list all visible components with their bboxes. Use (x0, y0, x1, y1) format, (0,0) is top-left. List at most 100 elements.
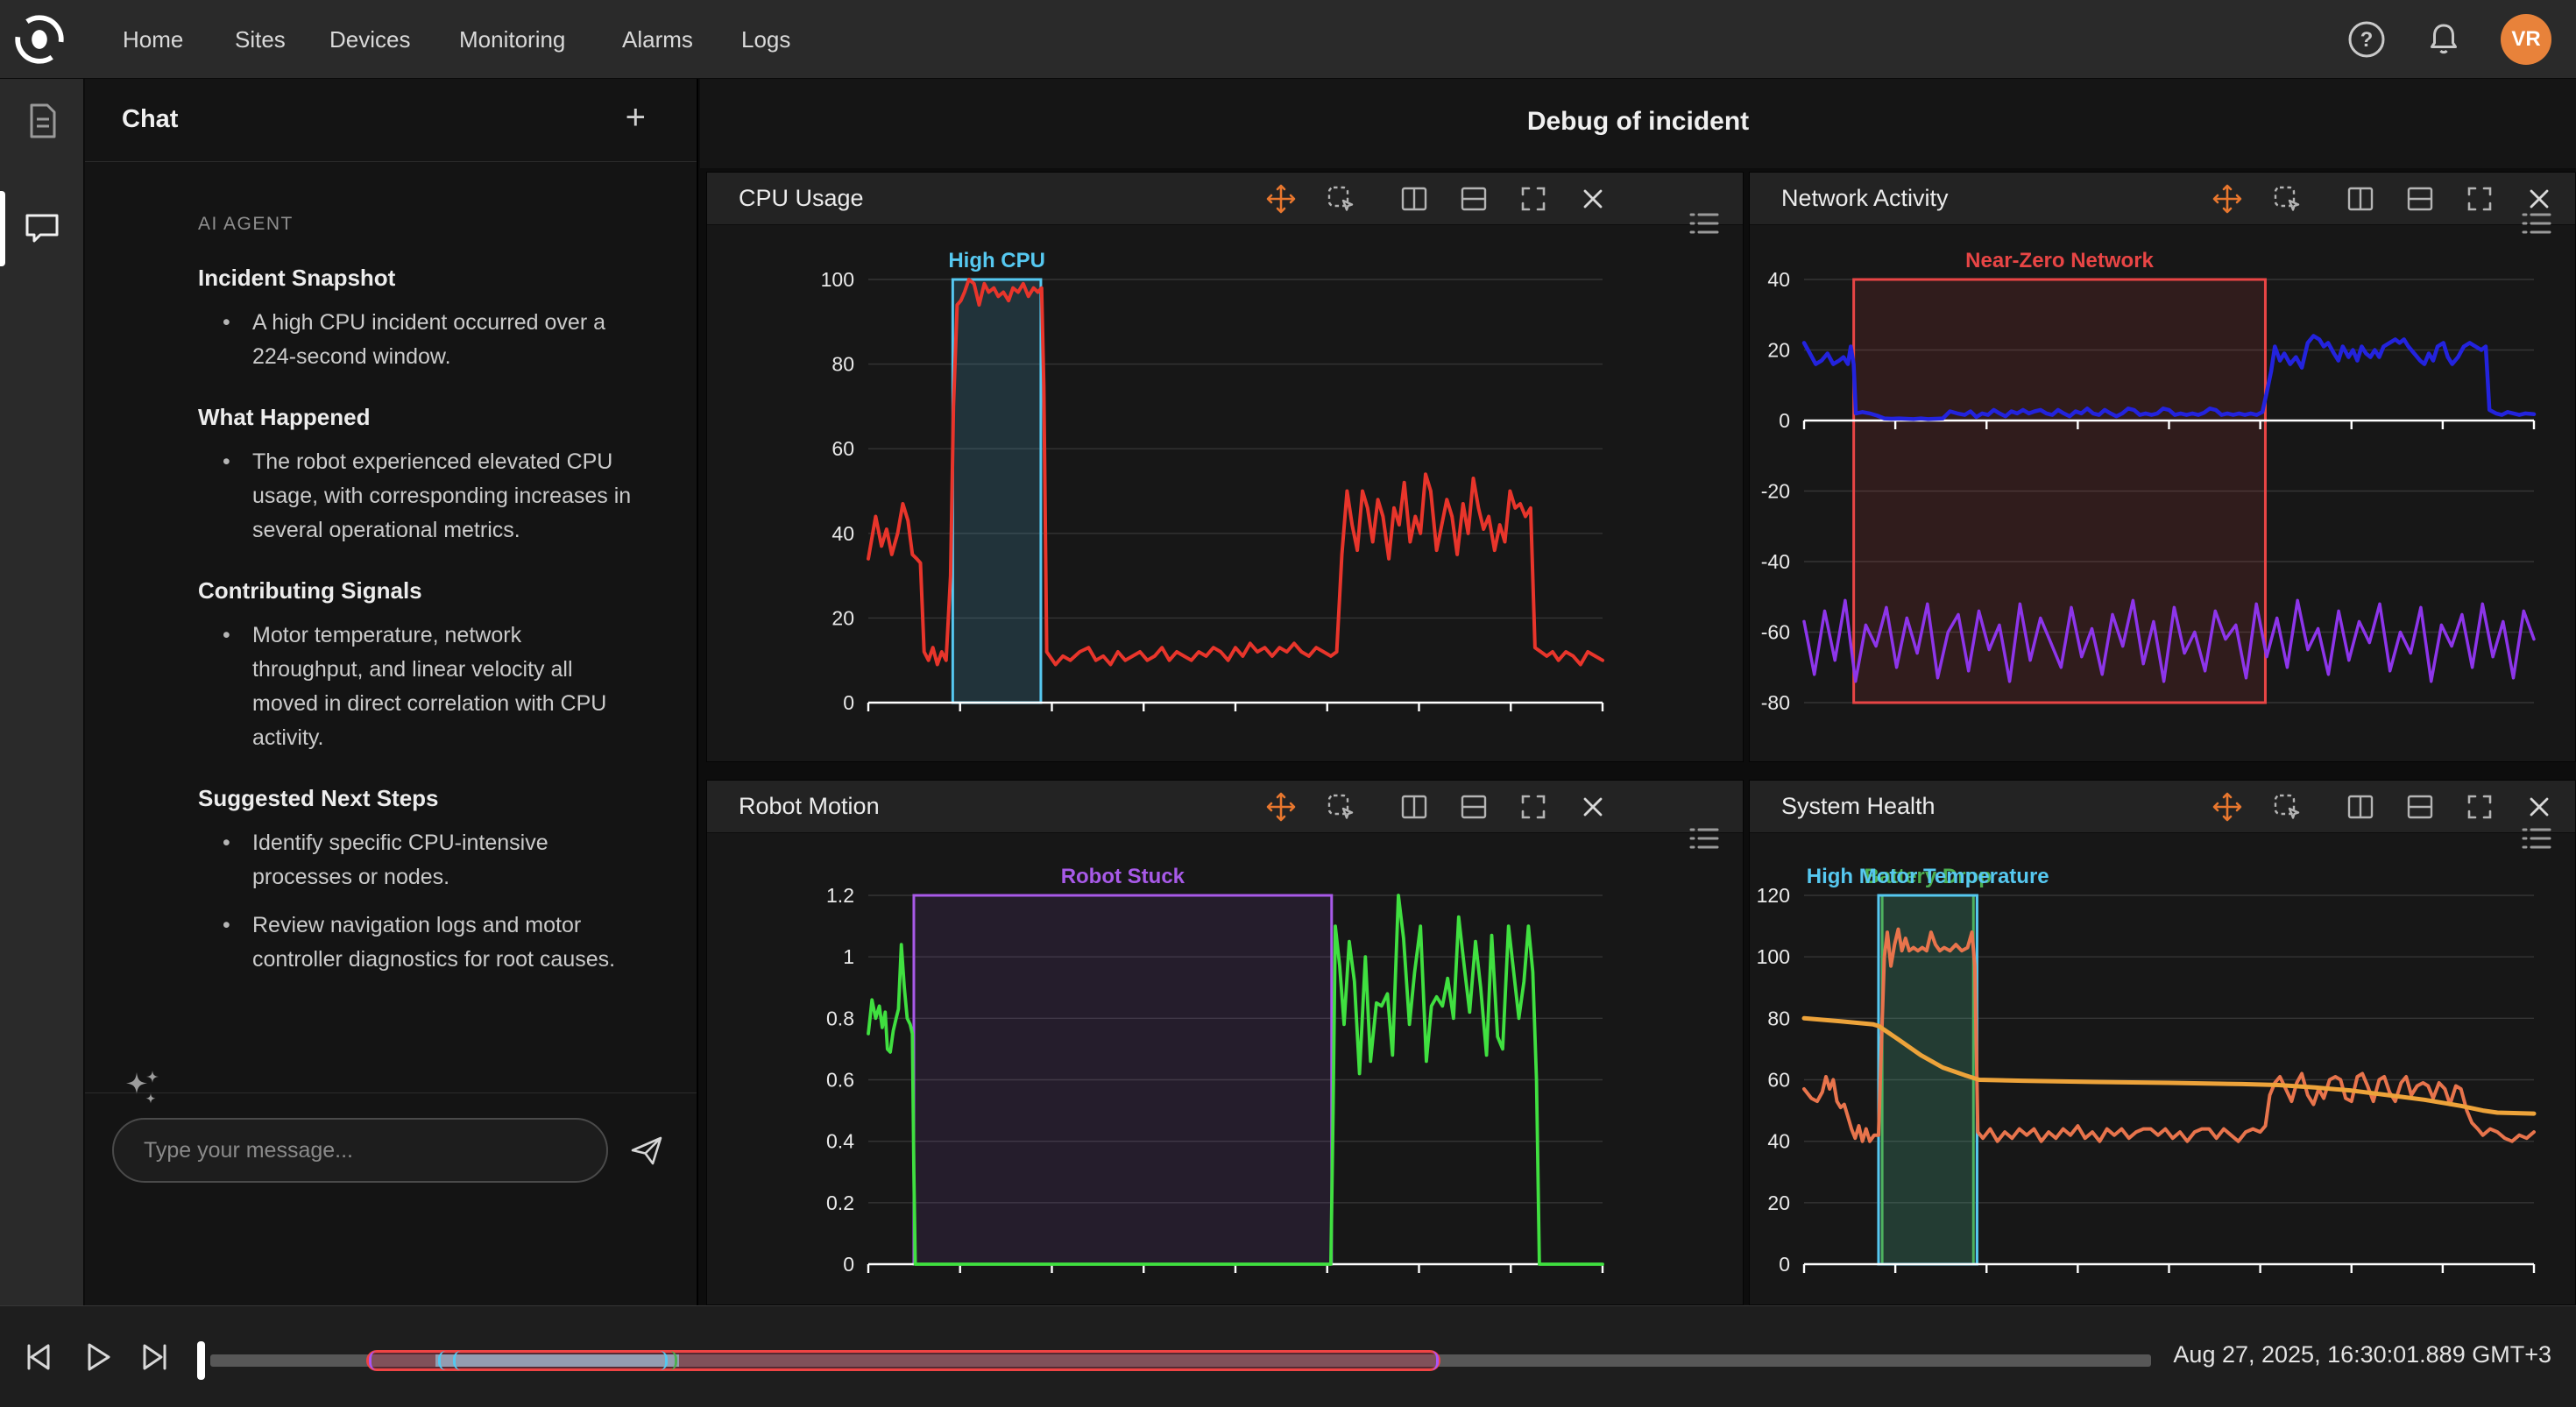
nav-item-logs[interactable]: Logs (741, 25, 791, 53)
send-message-icon[interactable] (628, 1132, 665, 1169)
svg-text:80: 80 (832, 353, 854, 376)
play-icon[interactable] (77, 1338, 116, 1376)
panel-actions (1264, 181, 1610, 216)
select-mode-icon[interactable] (1324, 182, 1357, 216)
help-icon[interactable]: ? (2346, 19, 2387, 60)
svg-text:80: 80 (1767, 1007, 1790, 1029)
timeline-track[interactable] (210, 1350, 2151, 1371)
nav-item-alarms[interactable]: Alarms (622, 25, 693, 53)
timeline-region-boundary-mark[interactable] (452, 1351, 461, 1370)
svg-text:Near-Zero Network: Near-Zero Network (1965, 249, 2154, 272)
nav-item-monitoring[interactable]: Monitoring (459, 25, 566, 53)
svg-text:0.6: 0.6 (826, 1069, 854, 1092)
close-panel-icon[interactable] (2523, 182, 2556, 216)
svg-text:40: 40 (832, 522, 854, 545)
system-health-chart[interactable]: 0 20 40 60 80 100 120 Battery Drop High Motor Te… (1750, 833, 2575, 1304)
select-mode-icon[interactable] (1324, 790, 1357, 824)
svg-text:0.2: 0.2 (826, 1191, 854, 1214)
panel-header[interactable]: System Health (1750, 781, 2575, 833)
chat-input-row (85, 1092, 697, 1305)
robot-motion-chart[interactable]: 0 0.2 0.4 0.6 0.8 1 1.2 Robot Stuck (707, 833, 1743, 1304)
current-timestamp: Aug 27, 2025, 16:30:01.889 GMT+3 (2173, 1341, 2551, 1368)
nav-item-home[interactable]: Home (123, 25, 184, 53)
close-panel-icon[interactable] (1576, 790, 1610, 824)
svg-text:-40: -40 (1761, 550, 1790, 573)
skip-backward-icon[interactable] (20, 1338, 59, 1376)
svg-text:-80: -80 (1761, 691, 1790, 714)
chart-legend-icon[interactable] (1688, 209, 1720, 237)
timeline-region-boundary-mark[interactable] (437, 1351, 446, 1370)
chat-message-list: AI AGENT Incident Snapshot A high CPU in… (198, 163, 635, 1091)
svg-text:0: 0 (1779, 409, 1790, 432)
move-panel-icon[interactable] (1264, 790, 1298, 824)
chat-title: Chat (122, 105, 179, 133)
chat-bullet: A high CPU incident occurred over a 224-… (223, 306, 635, 374)
panel-actions (1264, 789, 1610, 824)
timeline-region-boundary-mark[interactable] (1431, 1351, 1440, 1370)
panel-title: Network Activity (1781, 185, 1949, 211)
timeline-region-boundary-mark[interactable] (669, 1351, 678, 1370)
select-mode-icon[interactable] (2270, 182, 2304, 216)
svg-text:40: 40 (1767, 1130, 1790, 1153)
chat-message-input[interactable] (112, 1118, 608, 1183)
timeline-playhead[interactable] (197, 1341, 205, 1380)
svg-text:0: 0 (843, 1253, 854, 1276)
svg-text:1: 1 (843, 945, 854, 968)
svg-text:0.4: 0.4 (826, 1130, 854, 1153)
skip-forward-icon[interactable] (136, 1338, 174, 1376)
chat-section-heading: Suggested Next Steps (198, 785, 439, 811)
select-mode-icon[interactable] (2270, 790, 2304, 824)
svg-text:High Motor Temperature: High Motor Temperature (1807, 865, 2049, 888)
split-columns-icon[interactable] (1398, 182, 1431, 216)
fullscreen-icon[interactable] (2463, 182, 2496, 216)
timeline-region-boundary-mark[interactable] (660, 1351, 668, 1370)
user-avatar[interactable]: VR (2501, 14, 2551, 65)
svg-text:High CPU: High CPU (948, 249, 1045, 272)
chat-section-heading: What Happened (198, 404, 371, 430)
chart-legend-icon[interactable] (2521, 209, 2552, 237)
app-logo-icon[interactable] (12, 12, 67, 67)
chart-legend-icon[interactable] (2521, 824, 2552, 852)
chat-panel-icon[interactable] (21, 207, 63, 249)
close-panel-icon[interactable] (1576, 182, 1610, 216)
chat-bullet: The robot experienced elevated CPU usage… (223, 445, 635, 548)
nav-item-devices[interactable]: Devices (329, 25, 411, 53)
svg-text:40: 40 (1767, 268, 1790, 291)
svg-text:60: 60 (832, 437, 854, 460)
split-columns-icon[interactable] (2344, 790, 2377, 824)
chart-legend-icon[interactable] (1688, 824, 1720, 852)
network-activity-chart[interactable]: -80 -60 -40 -20 0 20 40 Near-Zero Network (1750, 225, 2575, 761)
timeline-selection-segment[interactable] (435, 1354, 679, 1367)
chat-bullet: Motor temperature, network throughput, a… (223, 619, 635, 755)
panel-header[interactable]: Robot Motion (707, 781, 1743, 833)
svg-text:20: 20 (832, 606, 854, 629)
fullscreen-icon[interactable] (1517, 790, 1550, 824)
close-panel-icon[interactable] (2523, 790, 2556, 824)
svg-text:100: 100 (1757, 945, 1790, 968)
svg-text:60: 60 (1767, 1069, 1790, 1092)
move-panel-icon[interactable] (2211, 790, 2244, 824)
split-rows-icon[interactable] (2403, 182, 2437, 216)
split-rows-icon[interactable] (2403, 790, 2437, 824)
chat-bullet: Identify specific CPU-intensive processe… (223, 826, 635, 894)
move-panel-icon[interactable] (1264, 182, 1298, 216)
timeline-region-boundary-mark[interactable] (368, 1351, 377, 1370)
split-rows-icon[interactable] (1457, 790, 1490, 824)
split-columns-icon[interactable] (2344, 182, 2377, 216)
svg-text:Battery Drop: Battery Drop (1865, 865, 1992, 888)
split-rows-icon[interactable] (1457, 182, 1490, 216)
panel-header[interactable]: Network Activity (1750, 173, 2575, 225)
document-panel-icon[interactable] (21, 100, 63, 142)
svg-text:1.2: 1.2 (826, 884, 854, 907)
panel-title: System Health (1781, 793, 1936, 819)
new-chat-button[interactable]: + (625, 98, 646, 137)
panel-header[interactable]: CPU Usage (707, 173, 1743, 225)
notifications-bell-icon[interactable] (2424, 19, 2464, 60)
nav-item-sites[interactable]: Sites (235, 25, 286, 53)
fullscreen-icon[interactable] (1517, 182, 1550, 216)
cpu-usage-chart[interactable]: 0 20 40 60 80 100 High CPU (707, 225, 1743, 761)
svg-text:20: 20 (1767, 1191, 1790, 1214)
move-panel-icon[interactable] (2211, 182, 2244, 216)
fullscreen-icon[interactable] (2463, 790, 2496, 824)
split-columns-icon[interactable] (1398, 790, 1431, 824)
